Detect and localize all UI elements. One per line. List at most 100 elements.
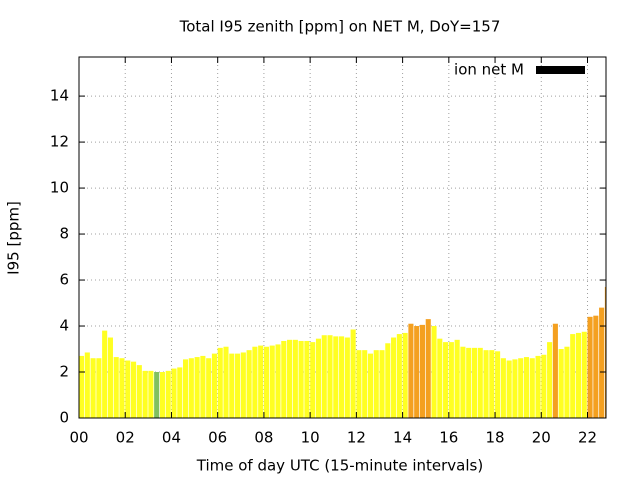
bar — [79, 355, 85, 418]
bar — [541, 354, 547, 418]
bar — [385, 343, 391, 418]
x-tick-label: 04 — [162, 429, 181, 447]
bar — [339, 336, 345, 418]
bar — [148, 370, 154, 418]
y-tick-label: 6 — [59, 271, 69, 289]
bar — [431, 326, 437, 418]
bar — [252, 346, 258, 418]
x-tick-label: 20 — [532, 429, 551, 447]
bar — [535, 355, 541, 418]
bar — [512, 359, 518, 418]
bar — [477, 347, 483, 418]
bar — [575, 332, 582, 418]
y-tick-label: 8 — [59, 225, 69, 243]
bar — [304, 340, 310, 418]
x-tick-label: 10 — [301, 429, 320, 447]
bar — [581, 331, 587, 418]
bar — [113, 357, 119, 418]
bar — [102, 330, 108, 418]
bar — [107, 337, 113, 418]
bar — [315, 338, 322, 418]
bar — [90, 358, 96, 418]
bar — [599, 307, 605, 418]
x-tick-label: 22 — [578, 429, 597, 447]
bar — [367, 353, 374, 418]
bar — [211, 353, 217, 418]
bar — [125, 360, 131, 418]
bar — [356, 350, 362, 418]
bar — [437, 338, 443, 418]
x-tick-label: 18 — [486, 429, 505, 447]
bar — [518, 358, 524, 418]
bar — [310, 342, 316, 418]
bar — [396, 334, 402, 418]
bar — [448, 342, 454, 418]
bar — [483, 350, 489, 418]
bar — [292, 339, 298, 418]
bar — [275, 344, 281, 418]
bar — [495, 351, 501, 418]
bar — [466, 347, 472, 418]
bar — [547, 342, 553, 418]
bar — [200, 355, 206, 418]
y-tick-label: 0 — [59, 409, 69, 427]
bar — [587, 316, 593, 418]
bar — [425, 319, 431, 418]
bar — [414, 326, 420, 418]
bar — [240, 352, 246, 418]
bar — [593, 315, 599, 418]
bar — [154, 372, 160, 418]
bar — [391, 337, 397, 418]
bar — [604, 286, 606, 418]
bar — [171, 368, 177, 418]
bar — [321, 335, 327, 418]
chart-title: Total I95 zenith [ppm] on NET M, DoY=157 — [179, 18, 501, 36]
bar — [298, 340, 304, 418]
y-tick-label: 12 — [50, 133, 69, 151]
bar — [165, 370, 171, 418]
bar — [217, 347, 223, 418]
bar — [287, 339, 293, 418]
x-tick-label: 14 — [393, 429, 412, 447]
bar — [96, 358, 102, 418]
bar — [142, 370, 148, 418]
x-tick-label: 16 — [439, 429, 458, 447]
plot-border — [78, 56, 607, 419]
bar — [529, 358, 535, 418]
x-tick-label: 12 — [347, 429, 366, 447]
legend-swatch — [536, 66, 585, 74]
bar — [408, 323, 414, 418]
bar — [558, 349, 564, 418]
bar — [84, 352, 90, 418]
bar — [362, 350, 368, 418]
bar — [443, 342, 449, 418]
bar — [263, 346, 269, 418]
bar — [333, 336, 339, 418]
bar — [188, 358, 194, 418]
bar — [471, 347, 478, 418]
bar — [344, 337, 350, 418]
bar — [373, 350, 379, 418]
bar — [489, 350, 495, 418]
bar — [159, 372, 165, 418]
bar — [258, 345, 264, 418]
y-tick-label: 4 — [59, 317, 69, 335]
bar — [379, 350, 385, 418]
bar — [419, 324, 426, 418]
bars — [79, 286, 606, 418]
bar — [177, 367, 183, 418]
legend-label: ion net M — [454, 61, 524, 79]
x-tick-label: 00 — [69, 429, 88, 447]
y-axis-label: I95 [ppm] — [5, 201, 23, 275]
bar — [246, 350, 252, 418]
x-axis-label: Time of day UTC (15-minute intervals) — [196, 457, 483, 475]
bar — [194, 357, 200, 418]
bar — [136, 365, 142, 418]
y-tick-label: 14 — [50, 87, 69, 105]
bar — [350, 329, 356, 418]
bar — [460, 346, 466, 418]
bar — [119, 358, 125, 418]
x-tick-label: 02 — [116, 429, 135, 447]
